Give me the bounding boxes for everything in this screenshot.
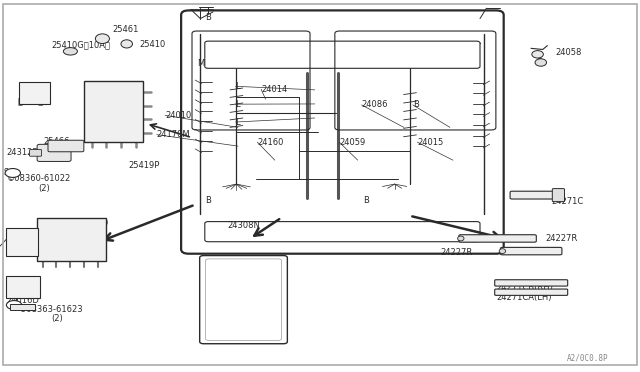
Text: 24086: 24086 [362,100,388,109]
Text: ©08360-61022: ©08360-61022 [6,174,70,183]
Text: 24271CB(RH): 24271CB(RH) [496,283,553,292]
Text: L: L [236,118,240,126]
Text: 24010: 24010 [165,111,191,120]
Text: 25466: 25466 [44,137,70,146]
Ellipse shape [121,40,132,48]
Text: 24058: 24058 [556,48,582,57]
Text: B: B [205,196,211,205]
Text: B: B [364,196,369,205]
Ellipse shape [95,34,109,44]
Text: (2): (2) [38,185,50,193]
Text: 24170M: 24170M [157,130,191,139]
FancyBboxPatch shape [459,235,536,242]
Text: B: B [413,100,419,109]
Text: 24227R: 24227R [440,248,472,257]
Text: 24014: 24014 [261,85,287,94]
Bar [84,81,143,142]
Text: 24015: 24015 [417,138,444,147]
Text: L: L [236,82,240,91]
Text: 24312P: 24312P [6,148,38,157]
FancyBboxPatch shape [37,144,71,161]
FancyBboxPatch shape [500,247,562,255]
Ellipse shape [63,48,77,55]
Bar [6,276,40,298]
FancyBboxPatch shape [495,289,568,295]
Text: 24271C: 24271C [552,197,584,206]
Text: A2/0C0.8P: A2/0C0.8P [566,354,608,363]
Text: 24012: 24012 [6,232,33,241]
FancyBboxPatch shape [181,10,504,254]
Text: 24308N: 24308N [227,221,260,230]
Text: 25410G【10A】: 25410G【10A】 [51,40,110,49]
Text: 24227R: 24227R [545,234,577,243]
Text: 【20A】: 【20A】 [18,96,44,105]
Text: 25410: 25410 [140,40,166,49]
Text: S: S [10,302,15,308]
Text: 24059: 24059 [339,138,365,147]
Text: S: S [9,170,13,176]
Text: 【15A】: 【15A】 [44,147,70,156]
Circle shape [6,301,22,310]
Text: S: S [4,169,8,177]
Circle shape [5,169,20,177]
Text: 25461: 25461 [112,25,138,34]
Bar [10,304,35,310]
Text: ©08363-61623: ©08363-61623 [19,305,84,314]
Text: B: B [205,13,211,22]
FancyBboxPatch shape [552,189,564,202]
Ellipse shape [458,236,464,241]
Text: (2): (2) [51,314,63,323]
Ellipse shape [499,248,506,254]
Text: 25419P: 25419P [128,161,159,170]
Text: L: L [236,100,240,109]
FancyBboxPatch shape [205,222,480,242]
Text: 24229: 24229 [82,219,108,228]
Ellipse shape [535,59,547,66]
Bar [6,228,38,256]
Text: S: S [10,301,14,310]
FancyBboxPatch shape [29,150,42,156]
Bar [37,218,106,261]
Polygon shape [204,258,284,341]
FancyBboxPatch shape [205,41,480,68]
Text: 24160: 24160 [257,138,284,147]
Text: 24016D: 24016D [6,296,39,305]
FancyBboxPatch shape [200,256,287,344]
Ellipse shape [532,51,543,58]
Text: 25462: 25462 [18,85,44,94]
FancyBboxPatch shape [48,140,84,152]
Text: M: M [197,59,204,68]
Text: 24271CA(LH): 24271CA(LH) [496,293,552,302]
Bar [19,82,50,104]
FancyBboxPatch shape [495,280,568,286]
FancyBboxPatch shape [510,191,556,199]
